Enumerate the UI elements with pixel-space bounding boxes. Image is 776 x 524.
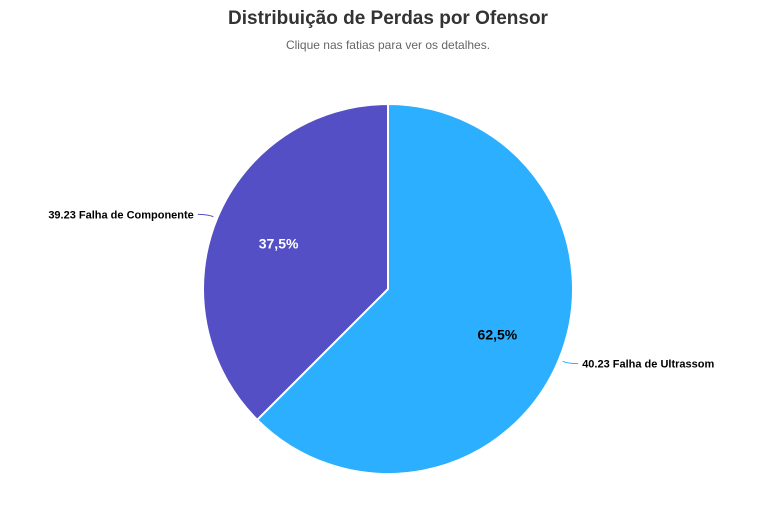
pct-label-falha-de-componente: 37,5% bbox=[259, 236, 299, 252]
pie-slice-falha-de-componente[interactable] bbox=[202, 103, 389, 421]
connector-falha-de-ultrassom bbox=[562, 360, 579, 365]
pie-connectors bbox=[197, 213, 579, 365]
chart-subtitle: Clique nas fatias para ver os detalhes. bbox=[285, 38, 491, 52]
connector-falha-de-componente bbox=[197, 213, 214, 218]
pie-labels: 62,5% 40.23 Falha de Ultrassom 37,5% 39.23 … bbox=[48, 209, 714, 370]
data-label-falha-de-ultrassom: 40.23 Falha de Ultrassom bbox=[582, 359, 714, 371]
pie-slice-falha-de-ultrassom[interactable] bbox=[256, 103, 575, 475]
data-label-falha-de-componente: 39.23 Falha de Componente bbox=[48, 209, 193, 221]
pie-slices bbox=[202, 103, 575, 475]
chart-title: Distribuição de Perdas por Ofensor bbox=[228, 8, 548, 29]
pct-label-falha-de-ultrassom: 62,5% bbox=[478, 326, 518, 342]
